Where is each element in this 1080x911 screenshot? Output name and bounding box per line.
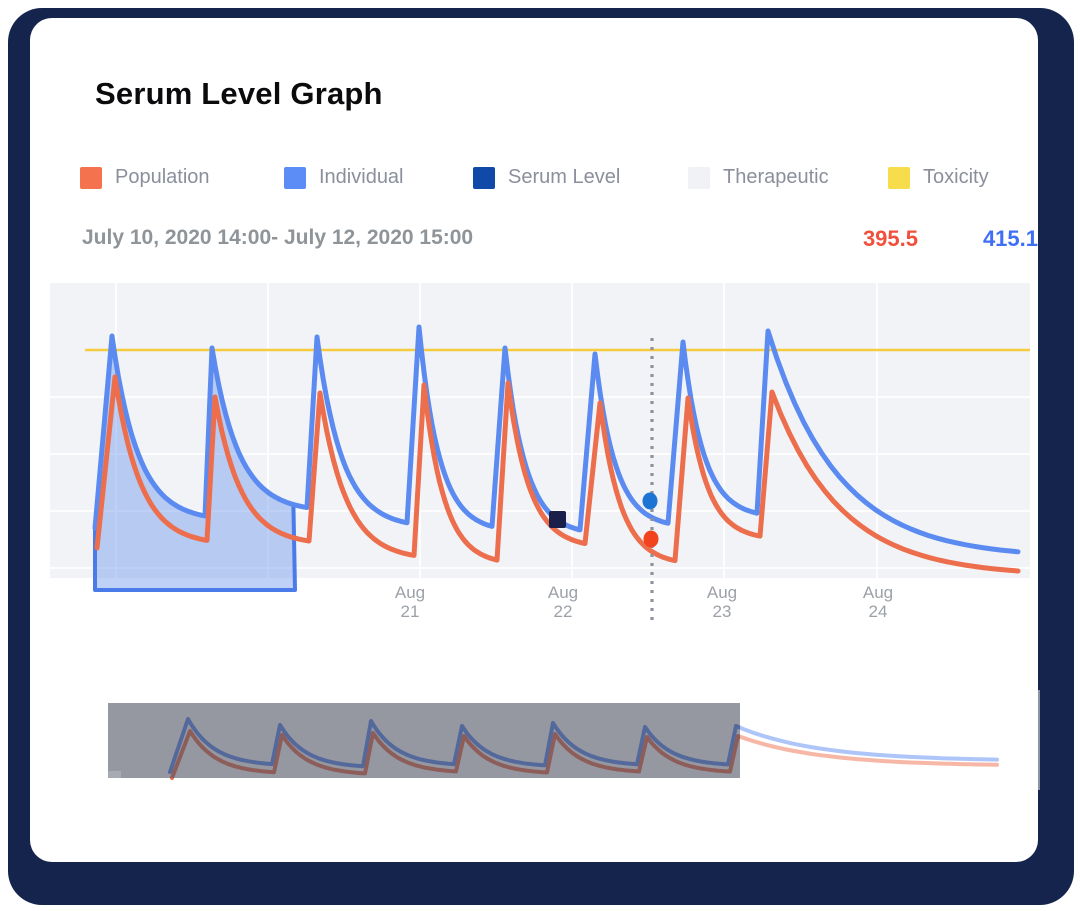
x-axis-tick: Aug 21: [395, 583, 425, 621]
population-value: 395.5: [862, 226, 918, 251]
legend-item-toxicity[interactable]: Toxicity: [888, 166, 989, 189]
x-axis-tick: Aug 22: [548, 583, 578, 621]
legend-item-therapeutic[interactable]: Therapeutic: [688, 166, 829, 189]
population-swatch-icon: [80, 166, 102, 189]
page-title: Serum Level Graph: [95, 76, 383, 111]
individual-swatch-icon: [284, 166, 306, 189]
legend-label: Serum Level: [508, 166, 621, 188]
serum-level-marker[interactable]: [549, 511, 566, 528]
legend-item-population[interactable]: Population: [80, 166, 210, 189]
legend-label: Population: [115, 166, 210, 188]
legend-label: Toxicity: [923, 166, 989, 188]
date-range-label: July 10, 2020 14:00- July 12, 2020 15:00: [82, 226, 474, 249]
legend-item-serum-level[interactable]: Serum Level: [473, 166, 620, 189]
toxicity-swatch-icon: [888, 166, 910, 189]
population-point-marker[interactable]: [643, 530, 659, 548]
x-axis-tick: Aug 24: [863, 583, 893, 621]
x-axis-tick: Aug 23: [707, 583, 737, 621]
legend-label: Individual: [319, 166, 404, 188]
individual-point-marker[interactable]: [642, 492, 658, 510]
chart-minimap[interactable]: [95, 690, 1040, 790]
individual-value: 415.1: [982, 226, 1038, 251]
chart-legend: Population Individual Serum Level Therap…: [0, 166, 1080, 194]
series-population: [94, 374, 1021, 574]
therapeutic-swatch-icon: [688, 166, 710, 189]
serum-chart[interactable]: Aug 21 Aug 22 Aug 23 Aug 24: [50, 283, 1030, 628]
legend-label: Therapeutic: [723, 166, 829, 188]
series-individual: [92, 324, 1021, 555]
minimap-brush[interactable]: [108, 703, 740, 778]
minimap-fade: [740, 690, 1040, 790]
serum-level-swatch-icon: [473, 166, 495, 189]
legend-item-individual[interactable]: Individual: [284, 166, 404, 189]
minimap-brush-handle[interactable]: [108, 771, 121, 778]
